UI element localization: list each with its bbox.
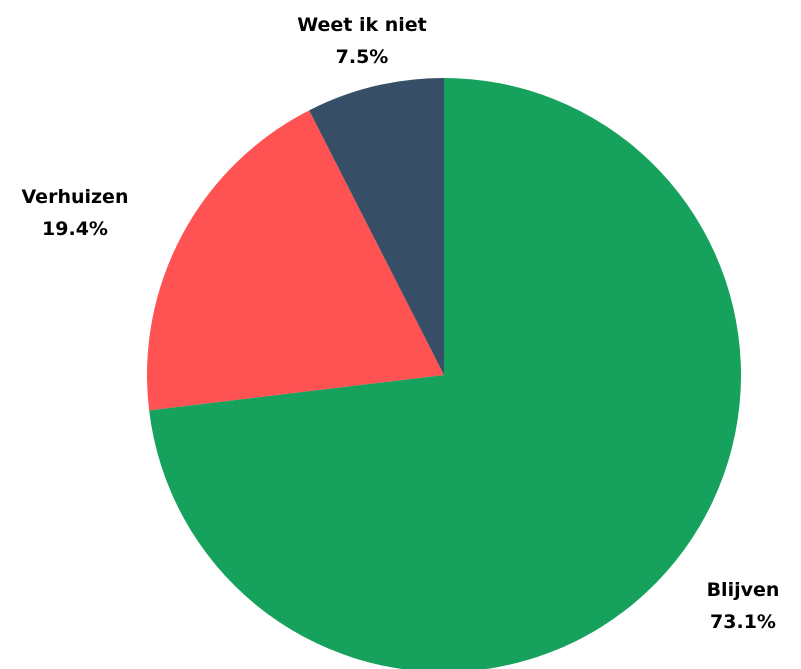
pie-slices (146, 78, 741, 669)
slice-label-weet-ik-niet: Weet ik niet (297, 14, 427, 36)
pie-slice-verhuizen (146, 110, 444, 411)
slice-value-blijven: 73.1% (710, 611, 776, 633)
slice-value-weet-ik-niet: 7.5% (336, 46, 389, 68)
pie-slice-blijven (149, 78, 741, 669)
slice-label-verhuizen: Verhuizen (22, 186, 129, 208)
slice-value-verhuizen: 19.4% (42, 218, 108, 240)
pie-slice-weet-ik-niet (309, 78, 444, 375)
slice-label-blijven: Blijven (707, 579, 780, 601)
